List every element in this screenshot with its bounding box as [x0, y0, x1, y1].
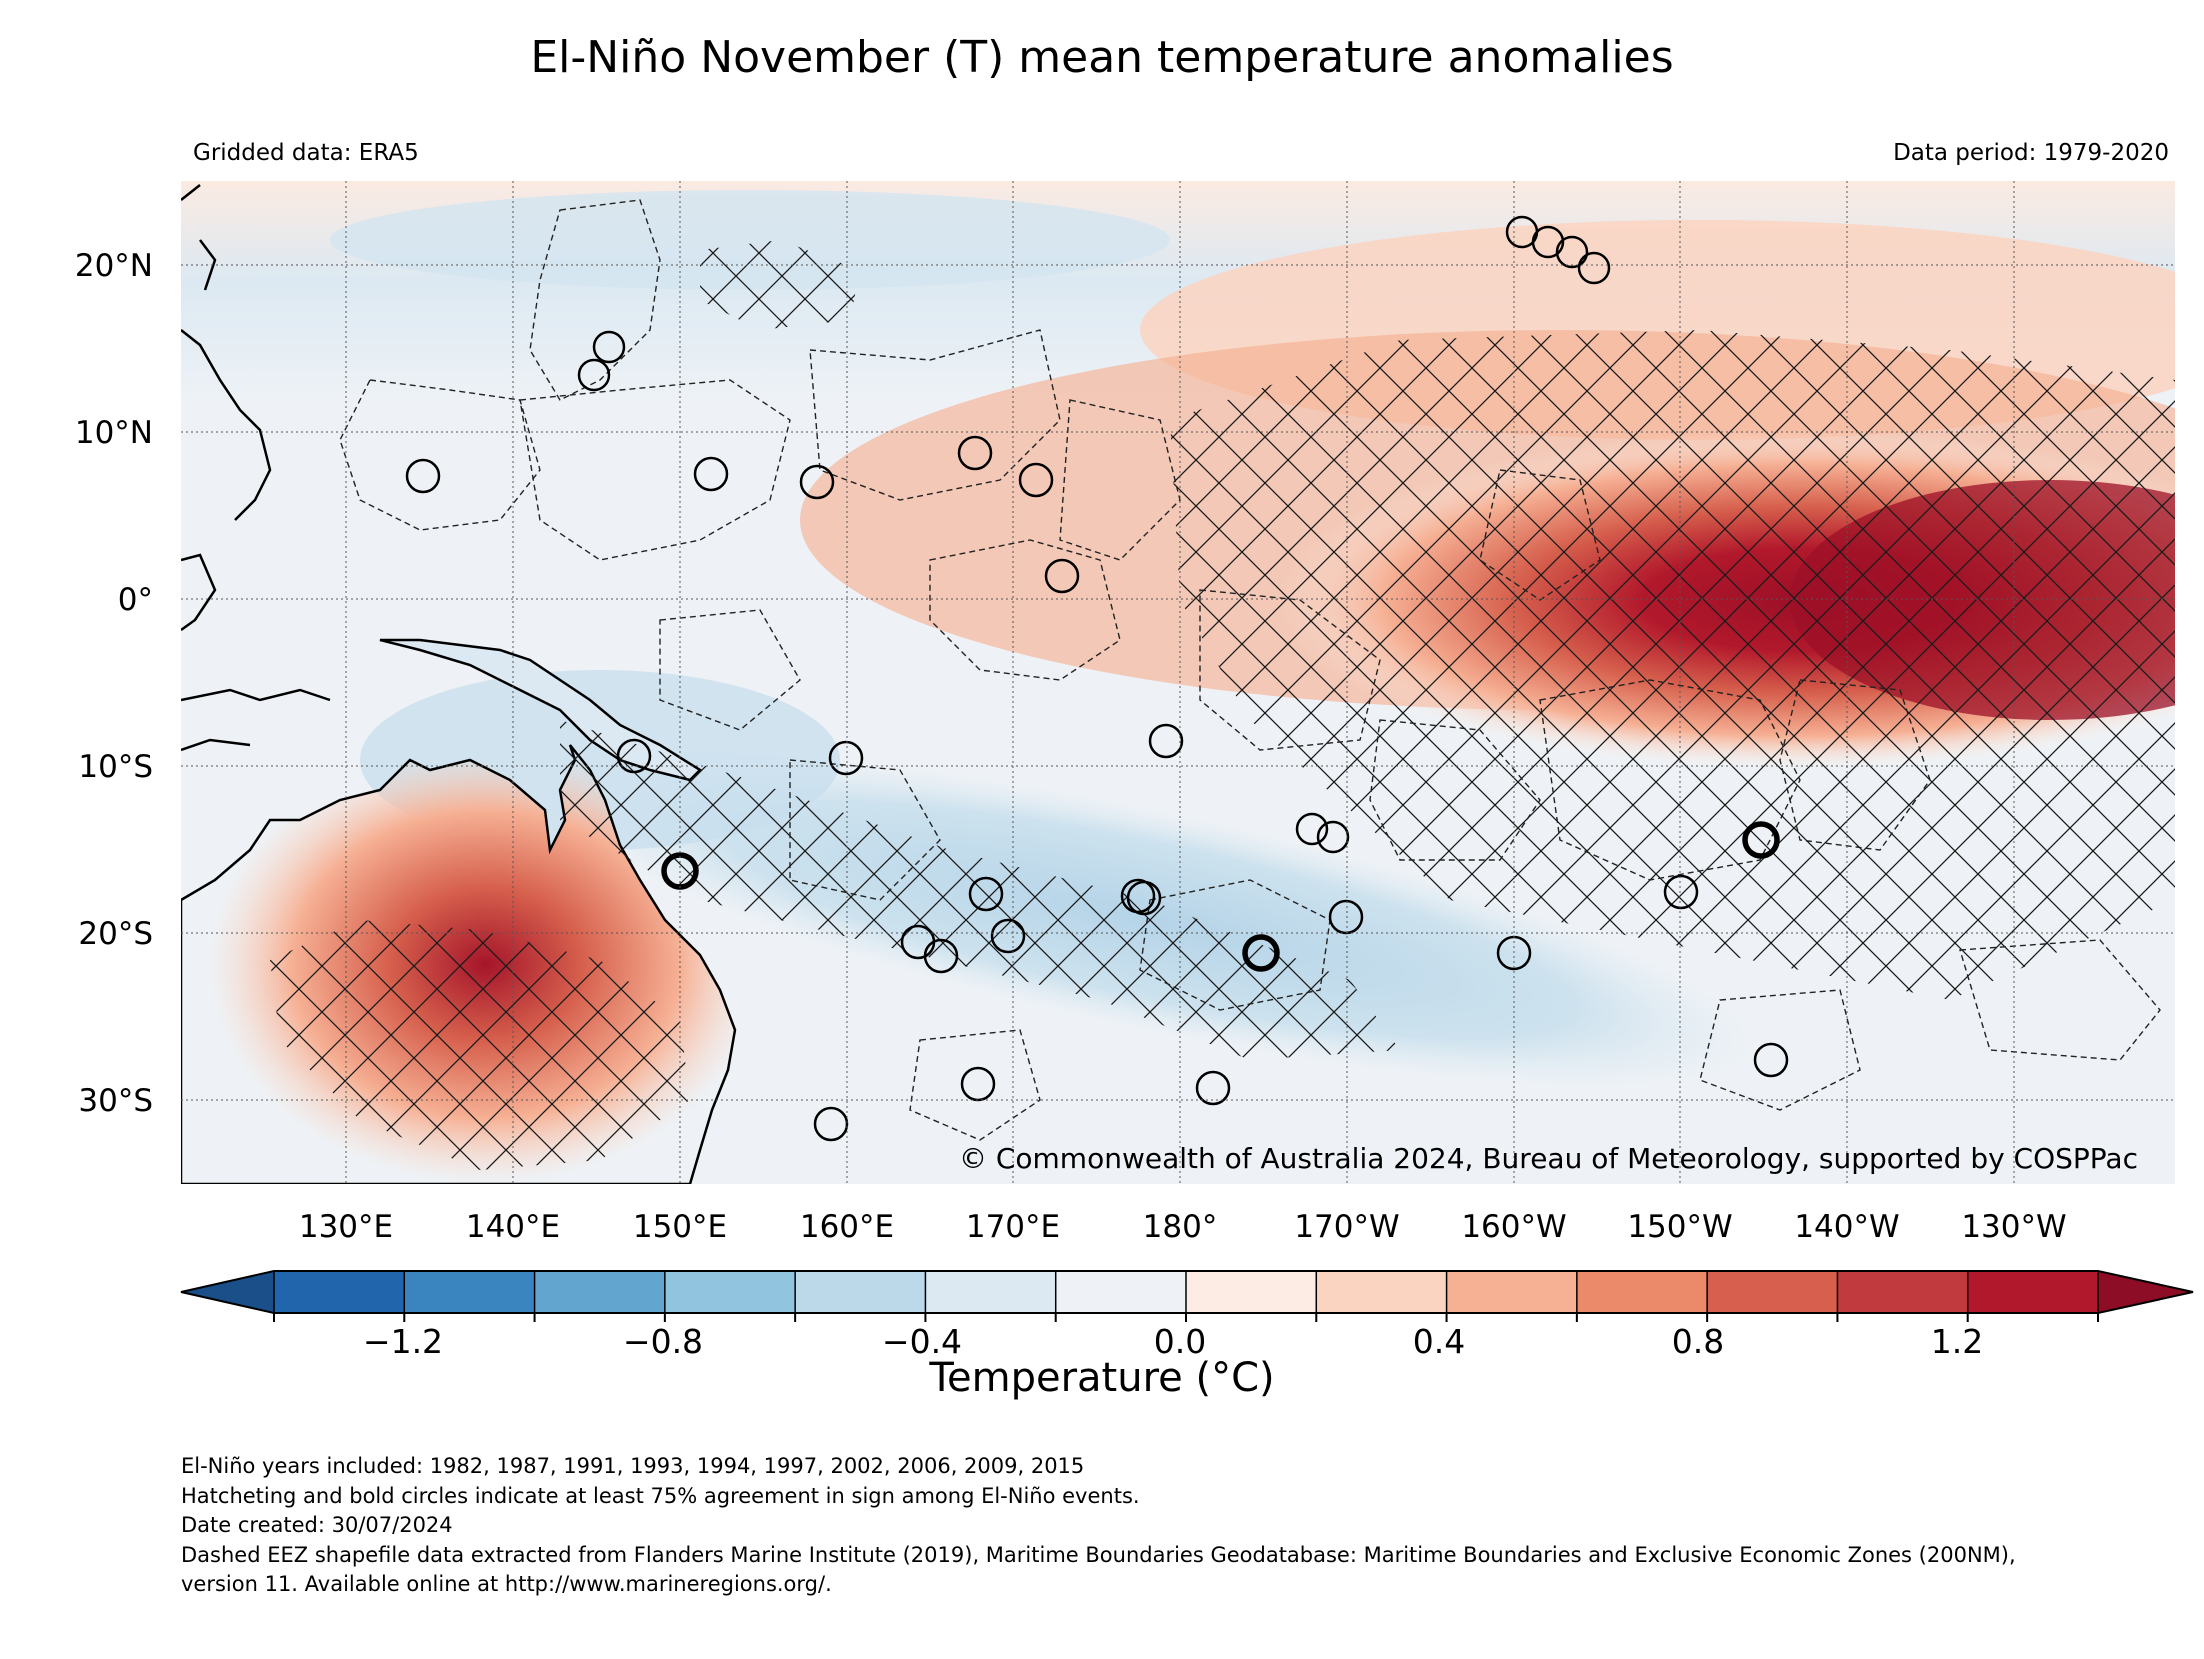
map-gridlines — [181, 181, 2175, 1184]
lon-label-170w: 170°W — [1294, 1209, 1399, 1245]
hatching-south-pacific — [560, 720, 1400, 1060]
colorbar-over-extension — [2098, 1271, 2193, 1313]
colorbar-title: Temperature (°C) — [929, 1355, 1275, 1401]
eez-boundaries — [339, 199, 2161, 1141]
hawaii-island-marker — [1531, 225, 1565, 259]
colorbar-segment — [404, 1271, 536, 1313]
lon-label-140w: 140°W — [1794, 1209, 1899, 1245]
colorbar-segment — [274, 1271, 405, 1313]
footnote-years: El-Niño years included: 1982, 1987, 1991… — [181, 1454, 1085, 1478]
lon-label-150w: 150°W — [1627, 1209, 1732, 1245]
colorbar-tick-label: 0.0 — [1154, 1322, 1206, 1361]
lon-label-170e: 170°E — [966, 1209, 1060, 1245]
hatching-australia — [270, 920, 690, 1170]
data-source-label: Gridded data: ERA5 — [193, 140, 419, 166]
hatching-equatorial — [1170, 330, 2175, 1000]
colorbar-tick-label: −0.4 — [882, 1322, 962, 1361]
colorbar-tick-label: −0.8 — [623, 1322, 703, 1361]
colorbar-tick-label: 0.8 — [1672, 1322, 1724, 1361]
colorbar — [180, 1270, 2194, 1322]
colorbar-segment — [1316, 1271, 1448, 1313]
latitude-labels: 20°N 10°N 0° 10°S 20°S 30°S — [75, 248, 153, 1119]
colorbar-segment — [1446, 1271, 1578, 1313]
hawaii-island-marker — [1577, 251, 1611, 285]
lon-label-160w: 160°W — [1461, 1209, 1566, 1245]
footnotes: El-Niño years included: 1982, 1987, 1991… — [181, 1452, 2161, 1600]
chart-title: El-Niño November (T) mean temperature an… — [530, 32, 1674, 83]
copyright-notice: © Commonwealth of Australia 2024, Bureau… — [959, 1142, 2138, 1175]
lon-label-140e: 140°E — [466, 1209, 560, 1245]
lat-label-30s: 30°S — [78, 1083, 153, 1119]
lon-label-160e: 160°E — [800, 1209, 894, 1245]
lat-label-10n: 10°N — [75, 415, 153, 451]
hawaii-island-marker — [1555, 235, 1589, 269]
colorbar-segment — [1967, 1271, 2099, 1313]
cool-anomaly-north — [330, 190, 1170, 290]
footnote-eez-source: Dashed EEZ shapefile data extracted from… — [181, 1542, 2016, 1567]
colorbar-segment — [664, 1271, 796, 1313]
colorbar-segment — [1055, 1271, 1187, 1313]
philippines-coast — [181, 184, 272, 521]
colorbar-segment — [925, 1271, 1057, 1313]
sulawesi-borneo-coast — [181, 553, 331, 752]
footnote-hatching: Hatcheting and bold circles indicate at … — [181, 1483, 1140, 1508]
footnote-eez-version: version 11. Available online at http://w… — [181, 1572, 832, 1596]
colorbar-segment — [534, 1271, 666, 1313]
island-markers — [405, 215, 1789, 1142]
colorbar-segment — [1186, 1271, 1317, 1313]
bold-island-marker — [1242, 934, 1280, 972]
longitude-labels: 130°E 140°E 150°E 160°E 170°E 180° 170°W… — [299, 1209, 2067, 1245]
colorbar-tick-label: 1.2 — [1931, 1322, 1983, 1361]
bold-island-marker — [1742, 821, 1780, 859]
colorbar-under-extension — [181, 1271, 274, 1313]
lon-label-130e: 130°E — [299, 1209, 393, 1245]
lat-label-20s: 20°S — [78, 916, 153, 952]
footnote-date: Date created: 30/07/2024 — [181, 1513, 453, 1537]
colorbar-tick-label: −1.2 — [363, 1322, 443, 1361]
lon-label-130w: 130°W — [1961, 1209, 2066, 1245]
colorbar-tick-label: 0.4 — [1413, 1322, 1465, 1361]
hatching-north — [700, 240, 860, 330]
lat-label-10s: 10°S — [78, 749, 153, 785]
data-period-label: Data period: 1979-2020 — [1893, 140, 2169, 166]
colorbar-tick-labels: −1.2 −0.8 −0.4 0.0 0.4 0.8 1.2 — [363, 1322, 1983, 1361]
colorbar-segment — [1837, 1271, 1969, 1313]
lat-label-equator: 0° — [118, 582, 153, 618]
colorbar-segment — [795, 1271, 926, 1313]
colorbar-segment — [1576, 1271, 1708, 1313]
lon-label-150e: 150°E — [633, 1209, 727, 1245]
colorbar-segment — [1707, 1271, 1838, 1313]
map-area — [181, 181, 2175, 1184]
lon-label-180: 180° — [1143, 1209, 1218, 1245]
lat-label-20n: 20°N — [75, 248, 153, 284]
